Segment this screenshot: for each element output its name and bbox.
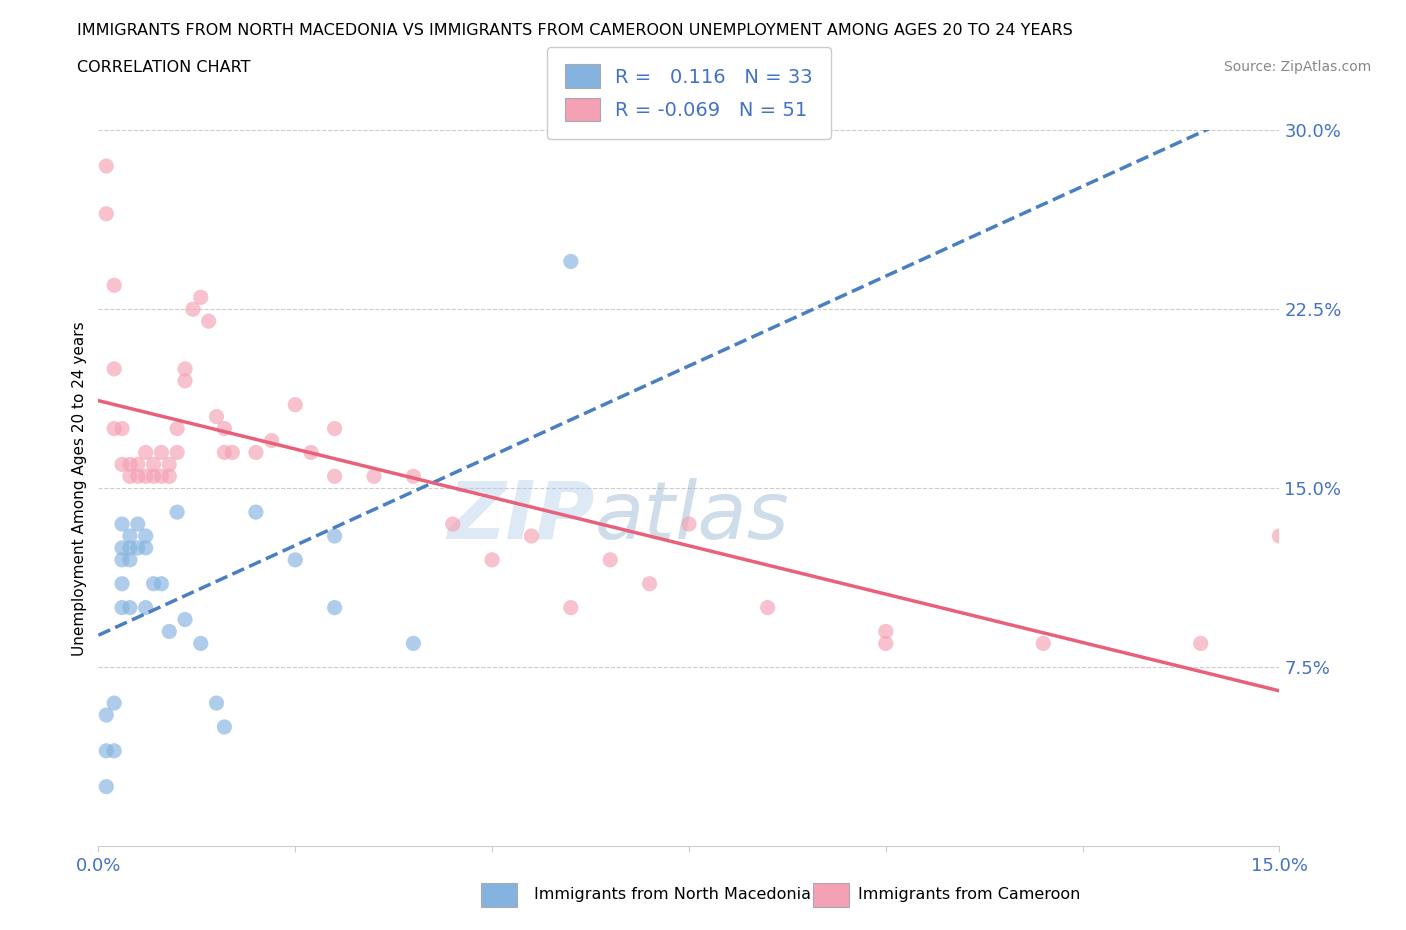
Point (245, 445, 267, 460)
Point (260, 433, 283, 448)
Point (96, 743, 118, 758)
Legend: R =   0.116   N = 33, R = -0.069   N = 51: R = 0.116 N = 33, R = -0.069 N = 51 (547, 46, 831, 139)
Point (599, 552, 621, 567)
Y-axis label: Unemployment Among Ages 20 to 24 years: Unemployment Among Ages 20 to 24 years (72, 321, 87, 656)
Point (157, 624, 180, 639)
Point (118, 457, 141, 472)
Point (127, 517, 149, 532)
Point (441, 517, 464, 532)
Point (135, 528, 157, 543)
Point (1032, 636, 1054, 651)
Point (150, 445, 173, 460)
Point (150, 469, 173, 484)
Point (111, 540, 134, 555)
Point (560, 600, 582, 615)
Point (135, 469, 157, 484)
Point (166, 421, 188, 436)
Point (323, 600, 346, 615)
Point (157, 457, 180, 472)
Point (157, 469, 180, 484)
Point (150, 577, 173, 591)
Point (127, 540, 149, 555)
Point (756, 600, 779, 615)
Point (205, 696, 228, 711)
Point (174, 374, 197, 389)
Point (363, 469, 385, 484)
Point (135, 445, 157, 460)
Point (135, 540, 157, 555)
Point (118, 600, 141, 615)
Point (402, 469, 425, 484)
Point (323, 528, 346, 543)
Point (118, 469, 141, 484)
Point (520, 528, 543, 543)
Point (142, 577, 165, 591)
Point (245, 505, 267, 520)
Point (111, 552, 134, 567)
Point (214, 445, 236, 460)
Text: Immigrants from North Macedonia: Immigrants from North Macedonia (534, 887, 811, 902)
Point (323, 469, 346, 484)
Point (103, 278, 125, 293)
Point (103, 743, 125, 758)
Point (118, 552, 141, 567)
Text: atlas: atlas (595, 478, 789, 556)
Point (111, 600, 134, 615)
Point (875, 624, 897, 639)
Point (560, 254, 582, 269)
Point (678, 517, 700, 532)
Point (299, 445, 322, 460)
Point (96, 159, 118, 174)
Text: IMMIGRANTS FROM NORTH MACEDONIA VS IMMIGRANTS FROM CAMEROON UNEMPLOYMENT AMONG A: IMMIGRANTS FROM NORTH MACEDONIA VS IMMIG… (77, 23, 1073, 38)
Point (103, 421, 125, 436)
Point (142, 457, 165, 472)
Point (638, 577, 661, 591)
Point (127, 457, 149, 472)
Point (96, 708, 118, 723)
Text: Immigrants from Cameroon: Immigrants from Cameroon (858, 887, 1080, 902)
Point (205, 409, 228, 424)
Point (118, 540, 141, 555)
Point (142, 469, 165, 484)
Point (166, 505, 188, 520)
Text: Source: ZipAtlas.com: Source: ZipAtlas.com (1223, 60, 1371, 74)
Point (481, 552, 503, 567)
Point (1268, 528, 1291, 543)
Point (96, 206, 118, 221)
Point (875, 636, 897, 651)
Text: ZIP: ZIP (447, 478, 595, 556)
Point (402, 636, 425, 651)
Point (103, 696, 125, 711)
Point (284, 397, 307, 412)
Text: CORRELATION CHART: CORRELATION CHART (77, 60, 250, 75)
Point (323, 421, 346, 436)
Point (174, 362, 197, 377)
Point (118, 528, 141, 543)
Point (181, 301, 204, 316)
Point (190, 290, 212, 305)
Point (1189, 636, 1212, 651)
Point (111, 421, 134, 436)
Point (190, 636, 212, 651)
Point (127, 469, 149, 484)
Point (174, 612, 197, 627)
Point (96, 779, 118, 794)
Point (111, 457, 134, 472)
Point (214, 421, 236, 436)
Point (103, 362, 125, 377)
Point (166, 445, 188, 460)
Point (284, 552, 307, 567)
Point (197, 313, 219, 328)
Point (214, 720, 236, 735)
Point (221, 445, 243, 460)
Point (135, 600, 157, 615)
Point (111, 577, 134, 591)
Point (111, 517, 134, 532)
